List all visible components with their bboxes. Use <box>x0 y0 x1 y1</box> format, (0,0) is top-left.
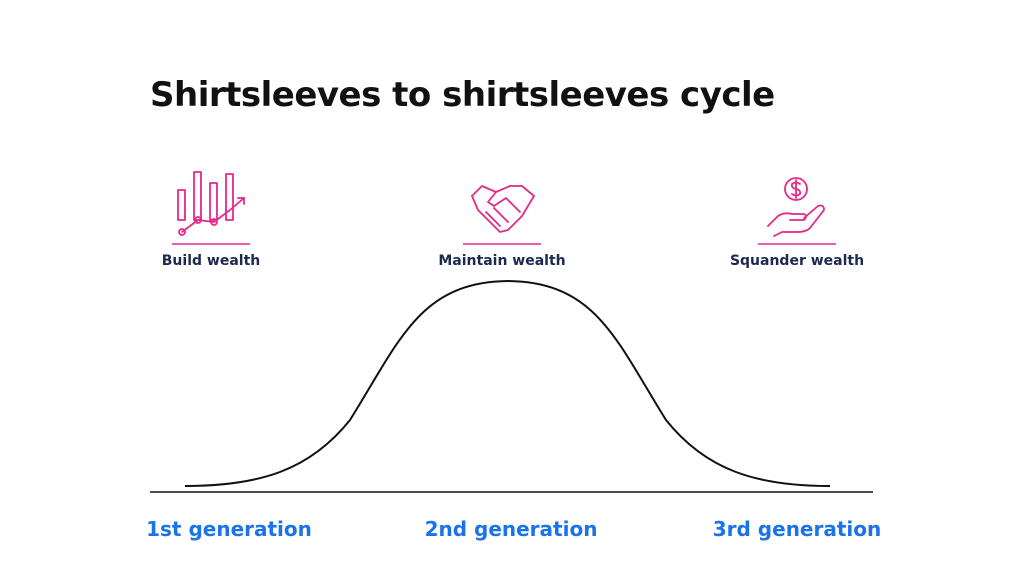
curve <box>184 279 831 487</box>
stage-label: Squander wealth <box>730 253 864 269</box>
stage-label: Build wealth <box>162 253 260 269</box>
generation-label: 1st generation <box>146 517 312 541</box>
title: Shirtsleeves to shirtsleeves cycle <box>150 75 775 115</box>
generation-label: 2nd generation <box>425 517 598 541</box>
handshake-icon <box>471 185 535 233</box>
build-icon <box>177 171 245 236</box>
stage-label: Maintain wealth <box>438 253 565 269</box>
coin-hand-icon <box>767 177 825 237</box>
generation-label: 3rd generation <box>713 517 882 541</box>
